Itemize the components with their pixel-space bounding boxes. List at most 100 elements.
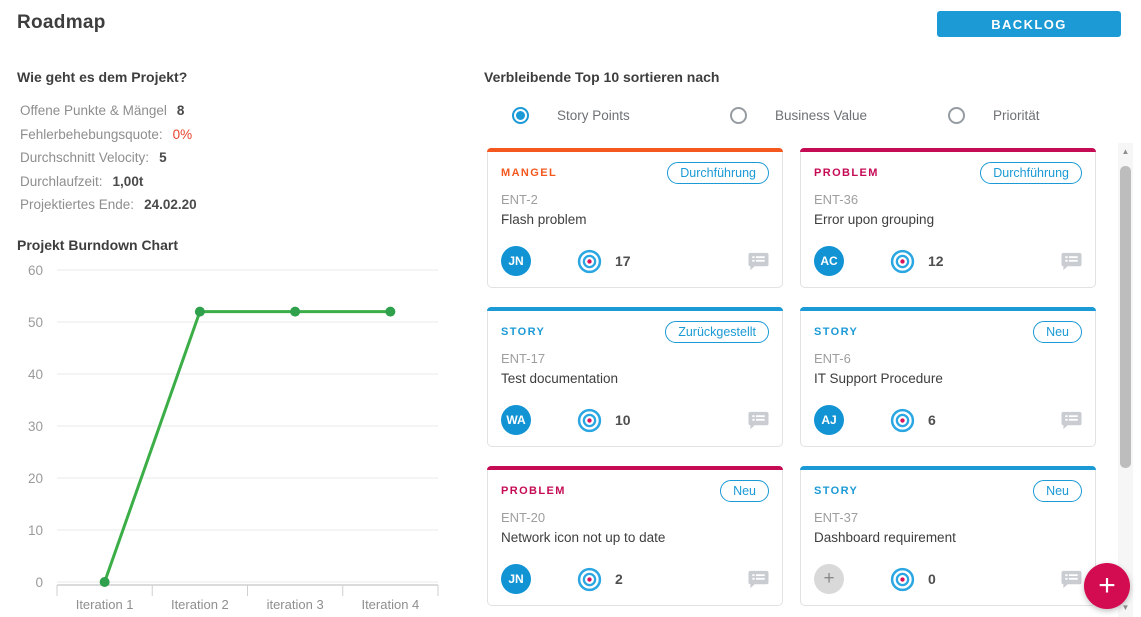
card-type-label: STORY bbox=[814, 326, 859, 338]
stat-value: 24.02.20 bbox=[144, 197, 197, 212]
radio-button-icon[interactable] bbox=[730, 107, 747, 124]
bullseye-icon bbox=[890, 567, 915, 591]
card-status-badge[interactable]: Neu bbox=[720, 480, 769, 502]
issue-card[interactable]: STORY Zurückgestellt ENT-17 Test documen… bbox=[487, 307, 783, 447]
stat-label: Durchschnitt Velocity: bbox=[20, 150, 150, 165]
svg-text:iteration 3: iteration 3 bbox=[267, 597, 324, 612]
stat-label: Durchlaufzeit: bbox=[20, 173, 103, 189]
card-type-label: STORY bbox=[501, 326, 546, 338]
backlog-button[interactable]: BACKLOG bbox=[937, 11, 1121, 37]
story-points-value: 12 bbox=[928, 253, 944, 269]
burndown-chart-heading: Projekt Burndown Chart bbox=[17, 237, 179, 253]
stat-label: Offene Punkte & Mängel bbox=[20, 103, 167, 118]
story-points-value: 10 bbox=[615, 412, 631, 428]
svg-text:30: 30 bbox=[28, 419, 43, 434]
svg-text:0: 0 bbox=[35, 575, 43, 590]
bullseye-icon bbox=[577, 249, 602, 273]
scroll-up-icon[interactable]: ▲ bbox=[1121, 147, 1130, 156]
scrollbar-thumb[interactable] bbox=[1120, 166, 1131, 468]
card-type-label: MANGEL bbox=[501, 167, 558, 179]
scroll-down-icon[interactable]: ▼ bbox=[1121, 603, 1130, 612]
assignee-avatar[interactable]: AC bbox=[814, 246, 844, 276]
card-title: Test documentation bbox=[501, 371, 619, 386]
stat-row: Offene Punkte & Mängel 8 bbox=[20, 99, 197, 123]
card-title: IT Support Procedure bbox=[814, 371, 943, 386]
bullseye-icon bbox=[890, 408, 915, 432]
add-item-fab-button[interactable]: + bbox=[1084, 563, 1130, 609]
stat-label: Projektiertes Ende: bbox=[20, 197, 135, 212]
comment-icon[interactable] bbox=[1061, 570, 1082, 589]
stat-row: Fehlerbehebungsquote: 0% bbox=[20, 123, 197, 147]
assignee-avatar[interactable]: AJ bbox=[814, 405, 844, 435]
sort-option-label: Business Value bbox=[775, 108, 868, 123]
comment-icon[interactable] bbox=[1061, 411, 1082, 430]
story-points-value: 17 bbox=[615, 253, 631, 269]
issue-card[interactable]: STORY Neu ENT-6 IT Support Procedure AJ … bbox=[800, 307, 1096, 447]
sort-option-story-points[interactable]: Story Points bbox=[512, 107, 730, 124]
card-id: ENT-37 bbox=[814, 510, 859, 525]
sort-option-priorität[interactable]: Priorität bbox=[948, 107, 1141, 124]
assignee-avatar[interactable]: WA bbox=[501, 405, 531, 435]
svg-text:Iteration 4: Iteration 4 bbox=[361, 597, 419, 612]
svg-text:Iteration 1: Iteration 1 bbox=[76, 597, 134, 612]
card-id: ENT-2 bbox=[501, 192, 538, 207]
top10-cards-grid: MANGEL Durchführung ENT-2 Flash problem … bbox=[487, 148, 1096, 606]
card-title: Dashboard requirement bbox=[814, 530, 956, 545]
radio-button-icon[interactable] bbox=[512, 107, 529, 124]
stat-row: Projektiertes Ende: 24.02.20 bbox=[20, 193, 197, 217]
sort-options-group: Story Points Business Value Priorität bbox=[512, 107, 1141, 124]
story-points-value: 6 bbox=[928, 412, 936, 428]
card-status-badge[interactable]: Neu bbox=[1033, 321, 1082, 343]
comment-icon[interactable] bbox=[1061, 252, 1082, 271]
card-id: ENT-6 bbox=[814, 351, 851, 366]
card-type-color-bar bbox=[487, 307, 783, 311]
card-id: ENT-36 bbox=[814, 192, 859, 207]
issue-card[interactable]: PROBLEM Durchführung ENT-36 Error upon g… bbox=[800, 148, 1096, 288]
card-status-badge[interactable]: Durchführung bbox=[667, 162, 769, 184]
card-status-badge[interactable]: Neu bbox=[1033, 480, 1082, 502]
comment-icon[interactable] bbox=[748, 411, 769, 430]
assignee-avatar[interactable]: JN bbox=[501, 564, 531, 594]
stat-value: 1,00t bbox=[112, 173, 144, 189]
project-stats: Offene Punkte & Mängel 8 Fehlerbehebungs… bbox=[20, 99, 197, 217]
card-status-badge[interactable]: Durchführung bbox=[980, 162, 1082, 184]
card-type-color-bar bbox=[800, 148, 1096, 152]
issue-card[interactable]: PROBLEM Neu ENT-20 Network icon not up t… bbox=[487, 466, 783, 606]
page-title: Roadmap bbox=[17, 12, 106, 33]
project-health-heading: Wie geht es dem Projekt? bbox=[17, 69, 188, 85]
card-type-color-bar bbox=[487, 148, 783, 152]
bullseye-icon bbox=[577, 567, 602, 591]
story-points-value: 2 bbox=[615, 571, 623, 587]
comment-icon[interactable] bbox=[748, 570, 769, 589]
radio-button-icon[interactable] bbox=[948, 107, 965, 124]
bullseye-icon bbox=[577, 408, 602, 432]
svg-text:20: 20 bbox=[28, 471, 43, 486]
card-status-badge[interactable]: Zurückgestellt bbox=[665, 321, 769, 343]
issue-card[interactable]: STORY Neu ENT-37 Dashboard requirement +… bbox=[800, 466, 1096, 606]
issue-card[interactable]: MANGEL Durchführung ENT-2 Flash problem … bbox=[487, 148, 783, 288]
svg-text:60: 60 bbox=[28, 263, 43, 278]
card-type-label: PROBLEM bbox=[814, 167, 879, 179]
card-type-color-bar bbox=[487, 466, 783, 470]
svg-text:Iteration 2: Iteration 2 bbox=[171, 597, 229, 612]
svg-text:50: 50 bbox=[28, 315, 43, 330]
assign-plus-icon[interactable]: + bbox=[814, 564, 844, 594]
sort-option-label: Story Points bbox=[557, 108, 630, 123]
stat-row: Durchlaufzeit: 1,00t bbox=[20, 170, 197, 194]
assignee-avatar[interactable]: JN bbox=[501, 246, 531, 276]
comment-icon[interactable] bbox=[748, 252, 769, 271]
svg-text:40: 40 bbox=[28, 367, 43, 382]
stat-row: Durchschnitt Velocity: 5 bbox=[20, 146, 197, 170]
card-title: Network icon not up to date bbox=[501, 530, 666, 545]
card-type-color-bar bbox=[800, 466, 1096, 470]
stat-value: 8 bbox=[176, 103, 185, 118]
sort-option-business-value[interactable]: Business Value bbox=[730, 107, 948, 124]
top10-heading: Verbleibende Top 10 sortieren nach bbox=[484, 69, 720, 85]
card-type-label: PROBLEM bbox=[501, 485, 566, 497]
scrollbar-track[interactable]: ▲ ▼ bbox=[1118, 143, 1133, 617]
sort-option-label: Priorität bbox=[993, 108, 1040, 123]
stat-label: Fehlerbehebungsquote: bbox=[20, 126, 163, 142]
card-title: Error upon grouping bbox=[814, 212, 935, 227]
stat-value: 5 bbox=[159, 150, 167, 165]
